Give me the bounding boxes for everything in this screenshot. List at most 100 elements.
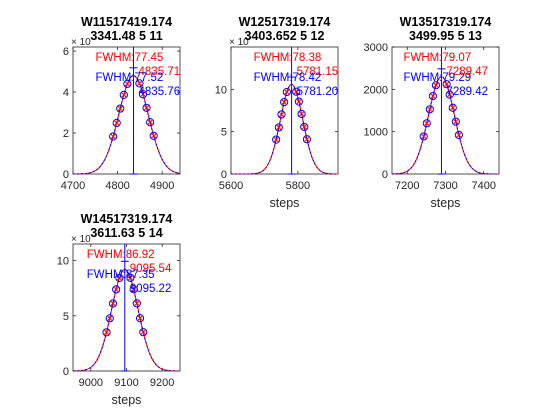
annotation-label: 9095.54 (130, 263, 172, 275)
fit-curve-blue (72, 268, 181, 372)
data-point (297, 109, 306, 119)
data-point (112, 285, 121, 294)
fit-curve-blue (72, 75, 181, 175)
axes-box (391, 46, 500, 175)
subplot-title-line2: 3341.48 5 11 (90, 29, 162, 43)
data-point (274, 123, 283, 132)
y-tick-label: 5 (221, 127, 227, 139)
y-tick-label: 0 (63, 169, 69, 181)
data-point-cross (301, 124, 308, 130)
y-tick-label: 3000 (364, 42, 388, 54)
data-point-cross (432, 82, 439, 89)
x-tick-label: 5600 (219, 180, 243, 192)
data-point-cross (106, 315, 113, 322)
subplot-title-line1: W11517419.174 (81, 15, 172, 29)
data-point (149, 131, 158, 140)
annotation-label: 9095.22 (130, 283, 172, 295)
annotation-label: 4835.71 (139, 66, 181, 78)
annotation-label: 7289.47 (446, 66, 488, 78)
annotation-label: 7289.42 (446, 86, 488, 98)
data-point-cross (293, 88, 300, 95)
data-point (135, 79, 144, 88)
data-point (132, 299, 141, 308)
data-point (142, 103, 151, 112)
data-point-cross (273, 136, 280, 143)
annotation-label: 5781.15 (297, 66, 339, 78)
data-point (146, 118, 155, 127)
data-point-cross (452, 118, 459, 125)
annotation-label: FWHM:77.45 (96, 52, 164, 64)
data-point (422, 119, 431, 128)
data-point-cross (278, 111, 285, 118)
annotation-label: FWHM:79.07 (403, 52, 471, 64)
data-point (280, 97, 289, 107)
data-point (135, 314, 145, 323)
data-point-cross (140, 91, 146, 98)
x-tick-label: 9000 (79, 377, 103, 389)
data-point (105, 314, 114, 323)
annotation-label: FWHM:86.92 (87, 249, 155, 261)
data-point (451, 117, 460, 126)
x-tick-label: 9200 (150, 377, 174, 389)
axes-box (72, 243, 181, 372)
annotation-label: FWHM:79.29 (403, 72, 471, 84)
data-point (448, 103, 457, 112)
data-point (126, 273, 135, 282)
x-tick-label: 4900 (150, 180, 174, 192)
data-point (277, 110, 286, 119)
data-point-cross (127, 274, 134, 281)
data-point-cross (137, 315, 144, 322)
data-point (123, 79, 132, 88)
y-exponent-label: × 10 (71, 37, 91, 48)
data-point-cross (113, 286, 120, 293)
y-tick-label: 2 (63, 128, 69, 140)
data-point (112, 118, 121, 128)
data-point-cross (275, 124, 282, 131)
data-point (138, 90, 148, 99)
subplot-title-line1: W14517319.174 (81, 212, 173, 226)
x-tick-label: 4700 (61, 180, 85, 192)
x-tick-label: 7300 (433, 180, 457, 192)
data-point (115, 273, 124, 283)
data-point (428, 91, 437, 101)
data-point-cross (303, 136, 310, 143)
data-point (139, 328, 148, 337)
data-point (431, 81, 441, 90)
data-point-cross (298, 110, 305, 117)
data-point-cross (147, 119, 154, 126)
subplot-title-line1: W13517319.174 (400, 15, 492, 29)
y-tick-label: 0 (382, 169, 388, 181)
y-tick-label: 1000 (364, 127, 388, 139)
data-point-cross (150, 132, 157, 139)
data-point-cross (113, 120, 120, 126)
data-point-cross (140, 329, 147, 336)
axes-box (230, 46, 339, 175)
y-tick-label: 5 (63, 311, 69, 323)
y-tick-label: 0 (221, 169, 227, 181)
annotation-label: FWHM:87.35 (87, 269, 155, 281)
y-tick-label: 10 (215, 84, 227, 96)
data-point (445, 90, 454, 99)
x-axis-label: steps (112, 393, 142, 407)
subplot-title-line2: 3611.63 5 14 (90, 226, 162, 240)
data-point-cross (130, 286, 137, 293)
y-exponent-label: × 10 (229, 37, 249, 48)
data-point-cross (449, 104, 456, 111)
annotation-label: 4835.76 (139, 86, 181, 98)
data-point (102, 328, 111, 337)
data-point-cross (143, 104, 150, 111)
data-point (294, 97, 303, 106)
subplot-3: 7200 7300 7400 0 1000 2000 3000 FWHM:79.07 7289.… (364, 15, 500, 210)
data-point (119, 90, 128, 99)
data-point-cross (295, 98, 302, 105)
data-point-cross (446, 91, 453, 98)
data-point-cross (117, 105, 124, 112)
data-point (109, 132, 118, 141)
data-point (272, 135, 281, 144)
subplot-1: 4700 4800 4900 0 2 4 6× 10 FWHM:77.45 4835.71FWH… (61, 15, 181, 192)
annotation-label: FWHM:78.38 (254, 52, 322, 64)
x-tick-label: 7400 (471, 180, 495, 192)
data-point-cross (124, 80, 131, 87)
data-point-cross (283, 89, 290, 95)
